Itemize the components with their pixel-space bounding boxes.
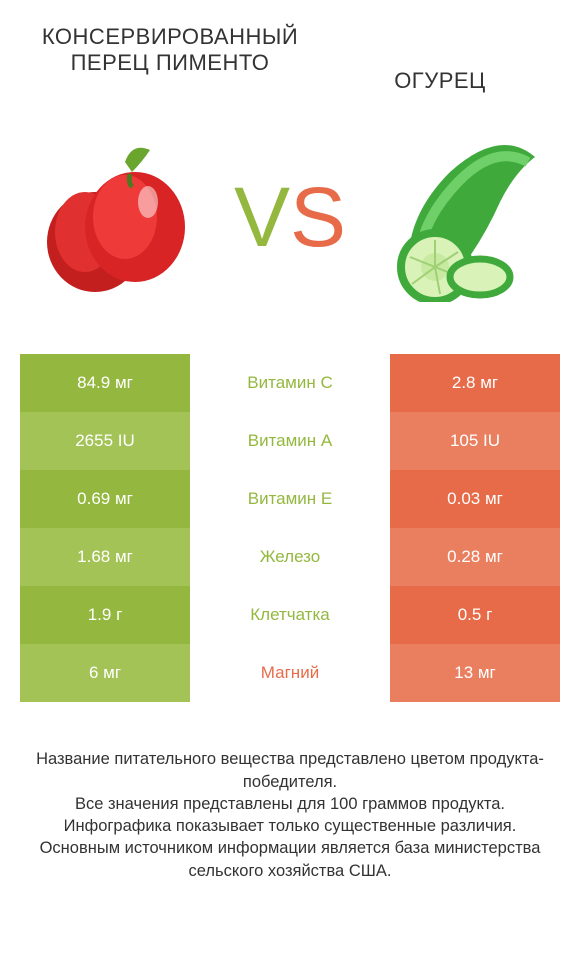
- comparison-table: 84.9 мгВитамин C2.8 мг2655 IUВитамин A10…: [20, 354, 560, 702]
- nutrient-label: Витамин C: [190, 354, 390, 412]
- nutrient-label: Витамин A: [190, 412, 390, 470]
- left-value: 0.69 мг: [20, 470, 190, 528]
- left-value: 1.9 г: [20, 586, 190, 644]
- table-row: 6 мгМагний13 мг: [20, 644, 560, 702]
- table-row: 1.68 мгЖелезо0.28 мг: [20, 528, 560, 586]
- nutrient-label: Витамин E: [190, 470, 390, 528]
- left-value: 6 мг: [20, 644, 190, 702]
- left-product-title: Консервированный перец пименто: [40, 24, 300, 77]
- footer-line: Все значения представлены для 100 граммо…: [28, 793, 552, 815]
- footer-notes: Название питательного вещества представл…: [0, 702, 580, 882]
- images-row: VS: [0, 94, 580, 354]
- table-row: 2655 IUВитамин A105 IU: [20, 412, 560, 470]
- right-value: 13 мг: [390, 644, 560, 702]
- header: Консервированный перец пименто Огурец: [0, 0, 580, 94]
- footer-line: Инфографика показывает только существенн…: [28, 815, 552, 837]
- footer-line: Название питательного вещества представл…: [28, 748, 552, 793]
- nutrient-label: Клетчатка: [190, 586, 390, 644]
- left-product-image: [30, 132, 200, 302]
- right-value: 105 IU: [390, 412, 560, 470]
- right-value: 0.5 г: [390, 586, 560, 644]
- vs-letter-s: S: [290, 170, 346, 264]
- table-row: 1.9 гКлетчатка0.5 г: [20, 586, 560, 644]
- right-product-image: [380, 132, 550, 302]
- right-value: 0.03 мг: [390, 470, 560, 528]
- vs-label: VS: [234, 169, 346, 266]
- left-value: 1.68 мг: [20, 528, 190, 586]
- table-row: 84.9 мгВитамин C2.8 мг: [20, 354, 560, 412]
- nutrient-label: Магний: [190, 644, 390, 702]
- right-product-title: Огурец: [340, 24, 540, 94]
- left-value: 84.9 мг: [20, 354, 190, 412]
- left-value: 2655 IU: [20, 412, 190, 470]
- right-value: 0.28 мг: [390, 528, 560, 586]
- footer-line: Основным источником информации является …: [28, 837, 552, 882]
- table-row: 0.69 мгВитамин E0.03 мг: [20, 470, 560, 528]
- vs-letter-v: V: [234, 170, 290, 264]
- right-value: 2.8 мг: [390, 354, 560, 412]
- nutrient-label: Железо: [190, 528, 390, 586]
